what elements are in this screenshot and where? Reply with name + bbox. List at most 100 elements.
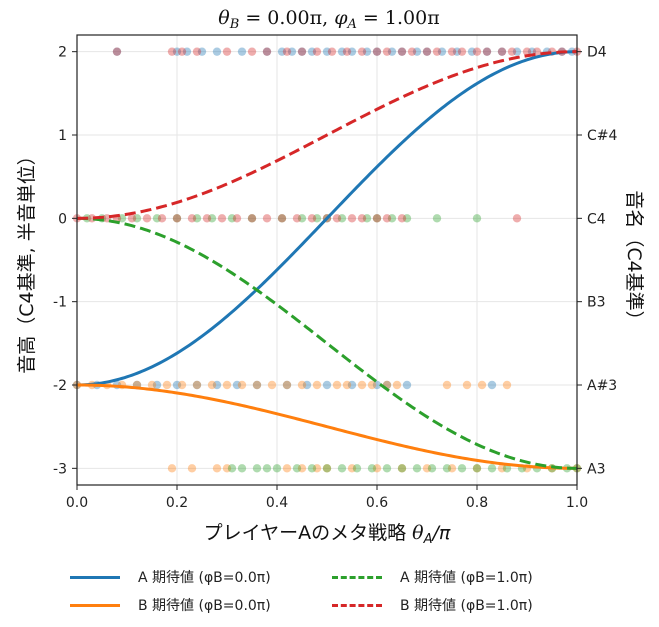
y-right-tick-label: C#4 bbox=[587, 128, 618, 144]
scatter-point bbox=[397, 47, 407, 56]
y-tick-label: 2 bbox=[58, 45, 67, 61]
plot-frame bbox=[76, 34, 578, 486]
scatter-point bbox=[222, 380, 232, 390]
scatter-point bbox=[192, 380, 202, 390]
scatter-point bbox=[382, 214, 392, 223]
legend-label: A 期待値 (φB=0.0π) bbox=[138, 570, 271, 586]
scatter-point bbox=[247, 47, 257, 56]
series-line bbox=[76, 50, 578, 387]
scatter-point bbox=[332, 380, 342, 390]
scatter-point bbox=[157, 214, 167, 223]
scatter-point bbox=[372, 214, 382, 223]
scatter-point bbox=[277, 47, 287, 56]
scatter-point bbox=[337, 47, 347, 56]
scatter-point bbox=[457, 47, 467, 56]
x-tick-label: 0.8 bbox=[466, 495, 488, 511]
scatter-point bbox=[502, 464, 512, 473]
scatter-point bbox=[232, 214, 242, 223]
x-axis-ticks: 0.0 0.2 0.4 0.6 0.8 1.0 bbox=[66, 485, 588, 511]
series-line bbox=[76, 216, 578, 470]
scatter-point bbox=[172, 380, 182, 390]
scatter-point bbox=[372, 47, 382, 56]
scatter-point bbox=[322, 47, 332, 56]
scatter-point bbox=[227, 214, 237, 223]
y-right-tick-label: A3 bbox=[587, 461, 605, 477]
y-right-tick-label: A#3 bbox=[587, 378, 617, 394]
y-tick-label: -3 bbox=[53, 461, 67, 477]
scatter-point bbox=[427, 464, 437, 473]
scatter-point bbox=[177, 47, 187, 56]
legend: A 期待値 (φB=0.0π) A 期待値 (φB=1.0π) B 期待値 (φ… bbox=[68, 566, 608, 616]
scatter-point bbox=[172, 47, 182, 56]
scatter-point bbox=[132, 214, 142, 223]
scatter-point bbox=[252, 380, 262, 390]
scatter-point bbox=[262, 47, 272, 56]
scatter-point bbox=[302, 380, 312, 390]
scatter-point bbox=[347, 214, 357, 223]
scatter-point bbox=[347, 47, 357, 56]
scatter-point bbox=[222, 47, 232, 56]
scatter-point bbox=[447, 464, 457, 473]
scatter-point bbox=[342, 47, 352, 56]
scatter-point bbox=[262, 47, 272, 56]
scatter-point bbox=[312, 214, 322, 223]
scatter-point bbox=[372, 214, 382, 223]
scatter-point bbox=[472, 47, 482, 56]
scatter-point bbox=[192, 47, 202, 56]
scatter-point bbox=[407, 47, 417, 56]
scatter-point bbox=[307, 464, 317, 473]
scatter-point bbox=[327, 47, 337, 56]
scatter-point bbox=[237, 464, 247, 473]
scatter-point bbox=[282, 47, 292, 56]
scatter-point bbox=[442, 464, 452, 473]
scatter-point bbox=[192, 380, 202, 390]
scatter-point bbox=[497, 47, 507, 56]
scatter-point bbox=[347, 380, 357, 390]
scatter-point bbox=[182, 47, 192, 56]
scatter-point bbox=[282, 464, 292, 473]
scatter-point bbox=[277, 214, 287, 223]
scatter-point bbox=[437, 47, 447, 56]
x-tick-label: 0.4 bbox=[266, 495, 288, 511]
x-axis-label: プレイヤーAのメタ戦略 θA/π bbox=[204, 522, 451, 547]
scatter-point bbox=[152, 380, 162, 390]
scatter-point bbox=[112, 47, 122, 56]
scatter-point bbox=[352, 464, 362, 473]
x-tick-label: 0.0 bbox=[66, 495, 88, 511]
legend-swatch bbox=[70, 575, 120, 579]
y-tick-label: 1 bbox=[58, 128, 67, 144]
scatter-point bbox=[252, 464, 262, 473]
scatter-point bbox=[472, 214, 482, 223]
scatter-point bbox=[202, 214, 212, 223]
scatter-point bbox=[472, 464, 482, 473]
scatter-point bbox=[362, 47, 372, 56]
scatter-point bbox=[322, 380, 332, 390]
scatter-point bbox=[397, 47, 407, 56]
scatter-point bbox=[292, 214, 302, 223]
scatter-point bbox=[167, 464, 177, 473]
series-lines bbox=[76, 50, 578, 470]
scatter-point bbox=[187, 214, 197, 223]
scatter-point bbox=[197, 47, 207, 56]
scatter-point bbox=[127, 214, 137, 223]
scatter-point bbox=[232, 380, 242, 390]
scatter-point bbox=[357, 47, 367, 56]
scatter-point bbox=[222, 464, 232, 473]
scatter-point bbox=[422, 47, 432, 56]
y-right-tick-label: C4 bbox=[587, 211, 606, 227]
scatter-point bbox=[472, 464, 482, 473]
scatter-point bbox=[297, 47, 307, 56]
scatter-point bbox=[332, 214, 342, 223]
y-tick-label: -1 bbox=[53, 295, 67, 311]
scatter-point bbox=[372, 380, 382, 390]
scatter-point bbox=[227, 464, 237, 473]
legend-swatch bbox=[332, 575, 382, 579]
scatter-point bbox=[382, 47, 392, 56]
scatter-point bbox=[172, 214, 182, 223]
scatter-point bbox=[412, 47, 422, 56]
scatter-point bbox=[312, 464, 322, 473]
scatter-point bbox=[282, 380, 292, 390]
scatter-point bbox=[297, 47, 307, 56]
y-tick-label: 0 bbox=[58, 211, 67, 227]
legend-swatch bbox=[70, 603, 120, 607]
